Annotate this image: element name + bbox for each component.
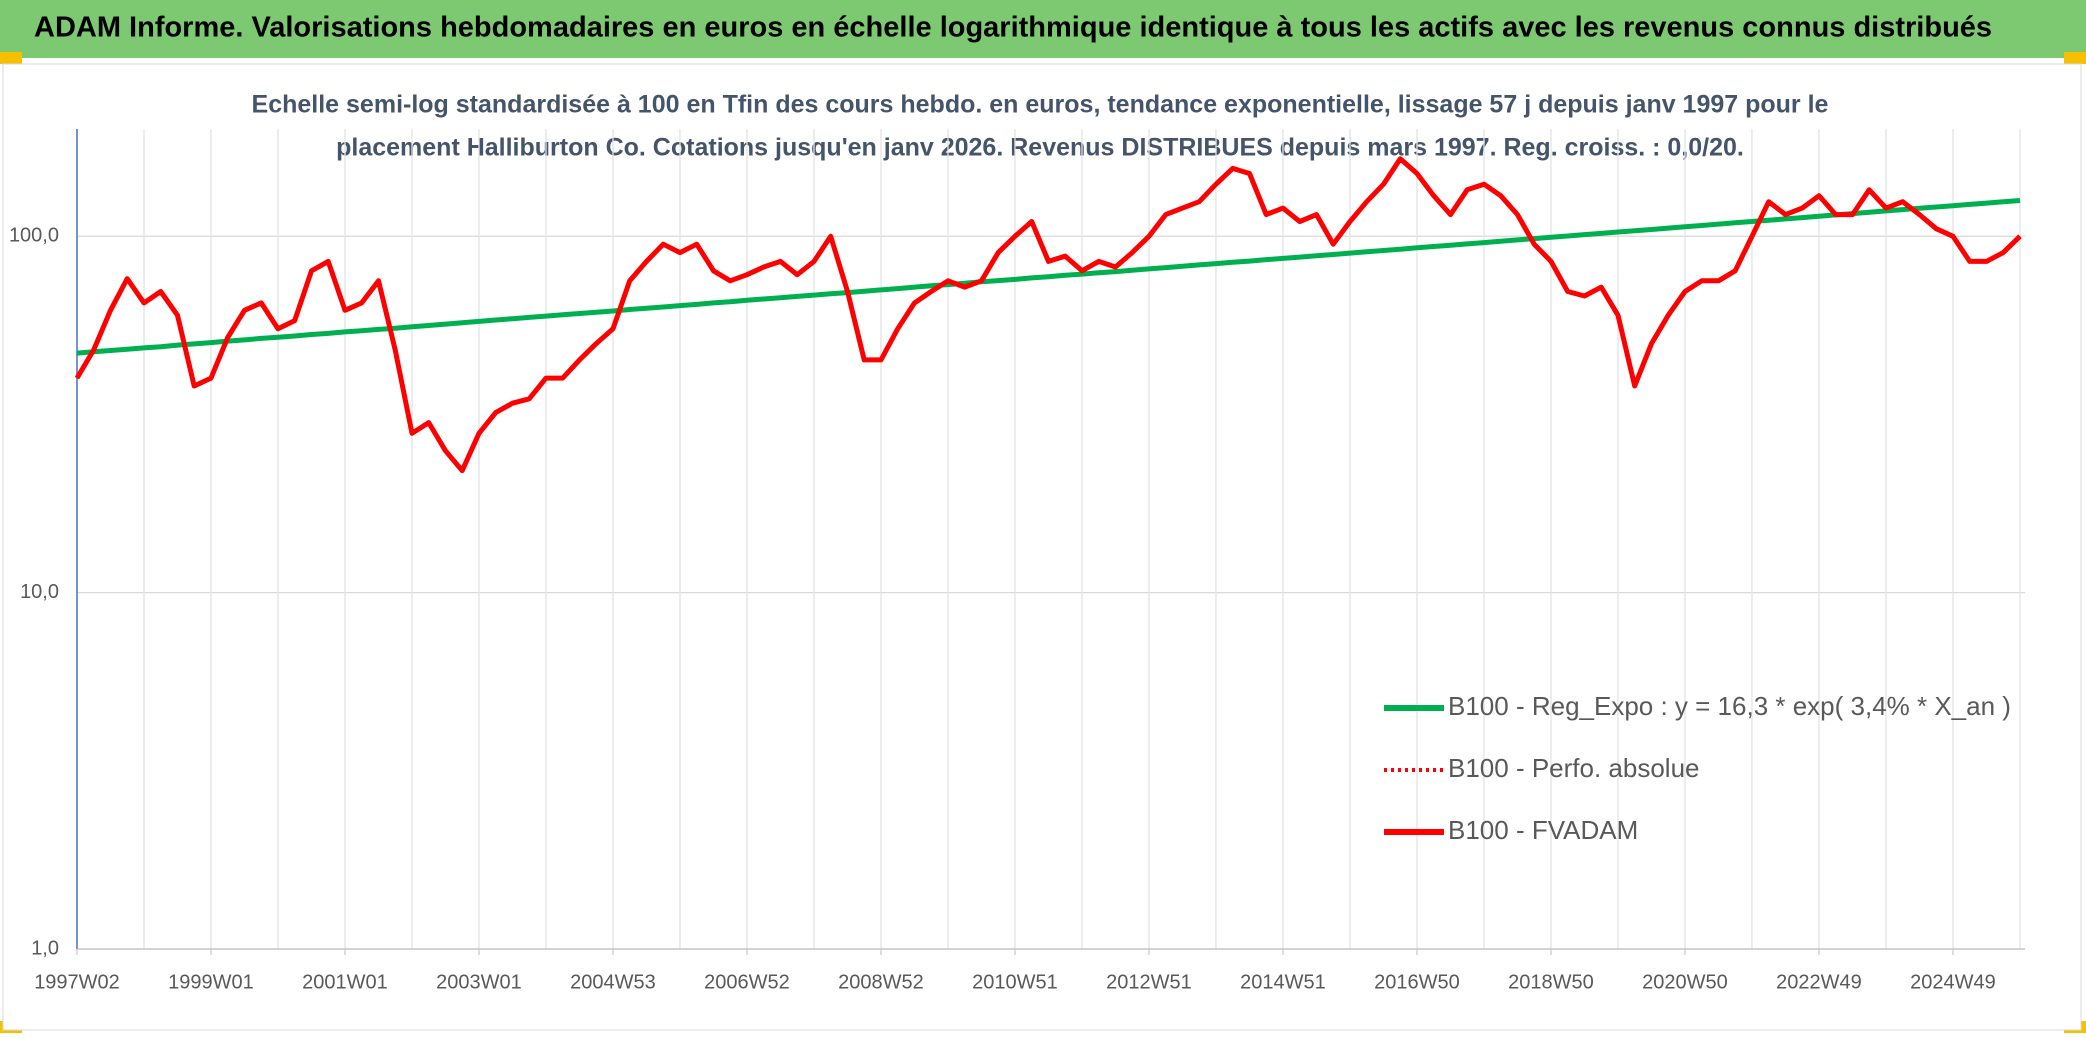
corner-mark [0,52,22,64]
chart-frame [2,63,2082,1031]
page-title: ADAM Informe. Valorisations hebdomadaire… [34,12,1992,44]
x-tick-label: 2016W50 [1374,971,1460,993]
x-tick-label: 2012W51 [1106,971,1192,993]
x-tick-label: 2006W52 [704,971,790,993]
x-tick-label: 1999W01 [168,971,254,993]
x-tick-label: 2022W49 [1776,971,1862,993]
x-tick-label: 2003W01 [436,971,522,993]
y-tick-label: 10,0 [20,581,59,603]
x-tick-label: 2010W51 [972,971,1058,993]
x-tick-label: 2018W50 [1508,971,1594,993]
chart-subtitle: Echelle semi-log standardisée à 100 en T… [252,91,1829,119]
legend-label: B100 - Perfo. absolue [1448,753,1700,783]
chart-subtitle: placement Halliburton Co. Cotations jusq… [336,134,1744,162]
x-tick-label: 2020W50 [1642,971,1728,993]
title-bar [0,0,2086,58]
corner-mark [2064,52,2086,64]
series-line [76,198,2021,356]
y-tick-label: 100,0 [9,225,59,247]
x-tick-label: 2001W01 [302,971,388,993]
x-tick-label: 1997W02 [34,971,120,993]
x-tick-label: 2024W49 [1910,971,1996,993]
x-tick-label: 2008W52 [838,971,924,993]
y-tick-label: 1,0 [31,937,59,959]
x-tick-label: 2004W53 [570,971,656,993]
legend-label: B100 - FVADAM [1448,815,1638,845]
series-line [74,156,2022,474]
legend-label: B100 - Reg_Expo : y = 16,3 * exp( 3,4% *… [1448,691,2011,721]
x-tick-label: 2014W51 [1240,971,1326,993]
